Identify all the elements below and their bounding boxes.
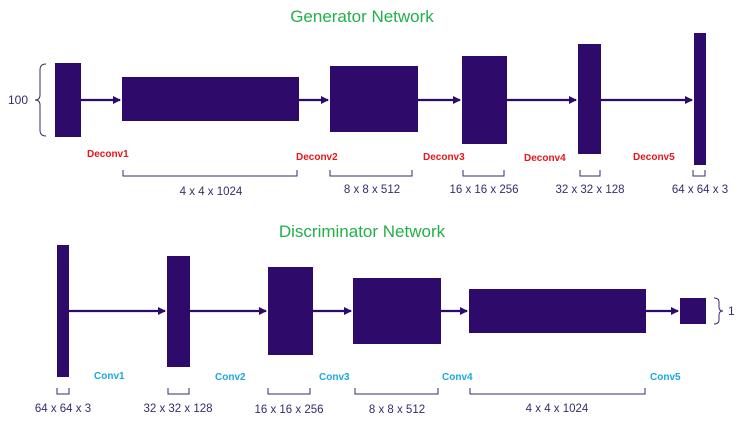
- discriminator-dim-brace-4: [354, 388, 439, 395]
- discriminator-op-3: Conv3: [319, 372, 350, 383]
- generator-input-label: 100: [8, 93, 28, 107]
- discriminator-block-5: [469, 289, 646, 333]
- discriminator-dim-5: 4 x 4 x 1024: [526, 403, 589, 415]
- discriminator-op-2: Conv2: [215, 372, 246, 383]
- discriminator-title: Discriminator Network: [279, 222, 446, 241]
- generator-op-3: Deconv3: [423, 152, 465, 163]
- discriminator-dim-1: 64 x 64 x 3: [35, 403, 91, 415]
- discriminator-op-4: Conv4: [442, 372, 473, 383]
- generator-dim-brace-1: [122, 170, 298, 177]
- generator-block-3: [462, 56, 507, 144]
- discriminator-output-label: 1: [728, 304, 735, 318]
- discriminator-dim-brace-3: [267, 388, 311, 395]
- discriminator-dim-2: 32 x 32 x 128: [143, 403, 212, 415]
- discriminator-block-2: [167, 256, 190, 367]
- discriminator-block-4: [353, 278, 441, 344]
- generator-dim-brace-4: [579, 170, 601, 177]
- discriminator-output-brace: [713, 297, 724, 325]
- generator-dim-4: 32 x 32 x 128: [555, 184, 624, 196]
- discriminator-output-block: [680, 298, 706, 324]
- discriminator-block-1: [57, 245, 69, 377]
- discriminator-dim-4: 8 x 8 x 512: [369, 404, 425, 416]
- generator-dim-brace-5: [692, 170, 706, 177]
- generator-block-4: [578, 44, 601, 154]
- generator-dim-brace-3: [462, 170, 505, 177]
- discriminator-dim-brace-1: [56, 388, 70, 395]
- discriminator-dim-3: 16 x 16 x 256: [254, 404, 323, 416]
- generator-block-1: [122, 77, 299, 121]
- generator-dim-1: 4 x 4 x 1024: [180, 186, 243, 198]
- discriminator-op-5: Conv5: [650, 372, 681, 383]
- generator-op-4: Deconv4: [524, 153, 566, 164]
- discriminator-dim-brace-2: [167, 388, 190, 395]
- discriminator-block-3: [268, 267, 313, 355]
- discriminator-dim-brace-5: [469, 388, 646, 395]
- generator-block-5: [694, 33, 706, 165]
- generator-block-2: [330, 66, 418, 132]
- generator-dim-2: 8 x 8 x 512: [344, 184, 400, 196]
- generator-title: Generator Network: [290, 7, 434, 26]
- generator-dim-3: 16 x 16 x 256: [449, 184, 518, 196]
- discriminator-op-1: Conv1: [94, 371, 125, 382]
- generator-op-5: Deconv5: [633, 152, 675, 163]
- generator-op-1: Deconv1: [87, 149, 129, 160]
- generator-input-block: [55, 63, 81, 137]
- generator-input-brace: [34, 63, 47, 137]
- generator-dim-brace-2: [329, 170, 413, 177]
- generator-op-2: Deconv2: [296, 152, 338, 163]
- generator-dim-5: 64 x 64 x 3: [672, 184, 728, 196]
